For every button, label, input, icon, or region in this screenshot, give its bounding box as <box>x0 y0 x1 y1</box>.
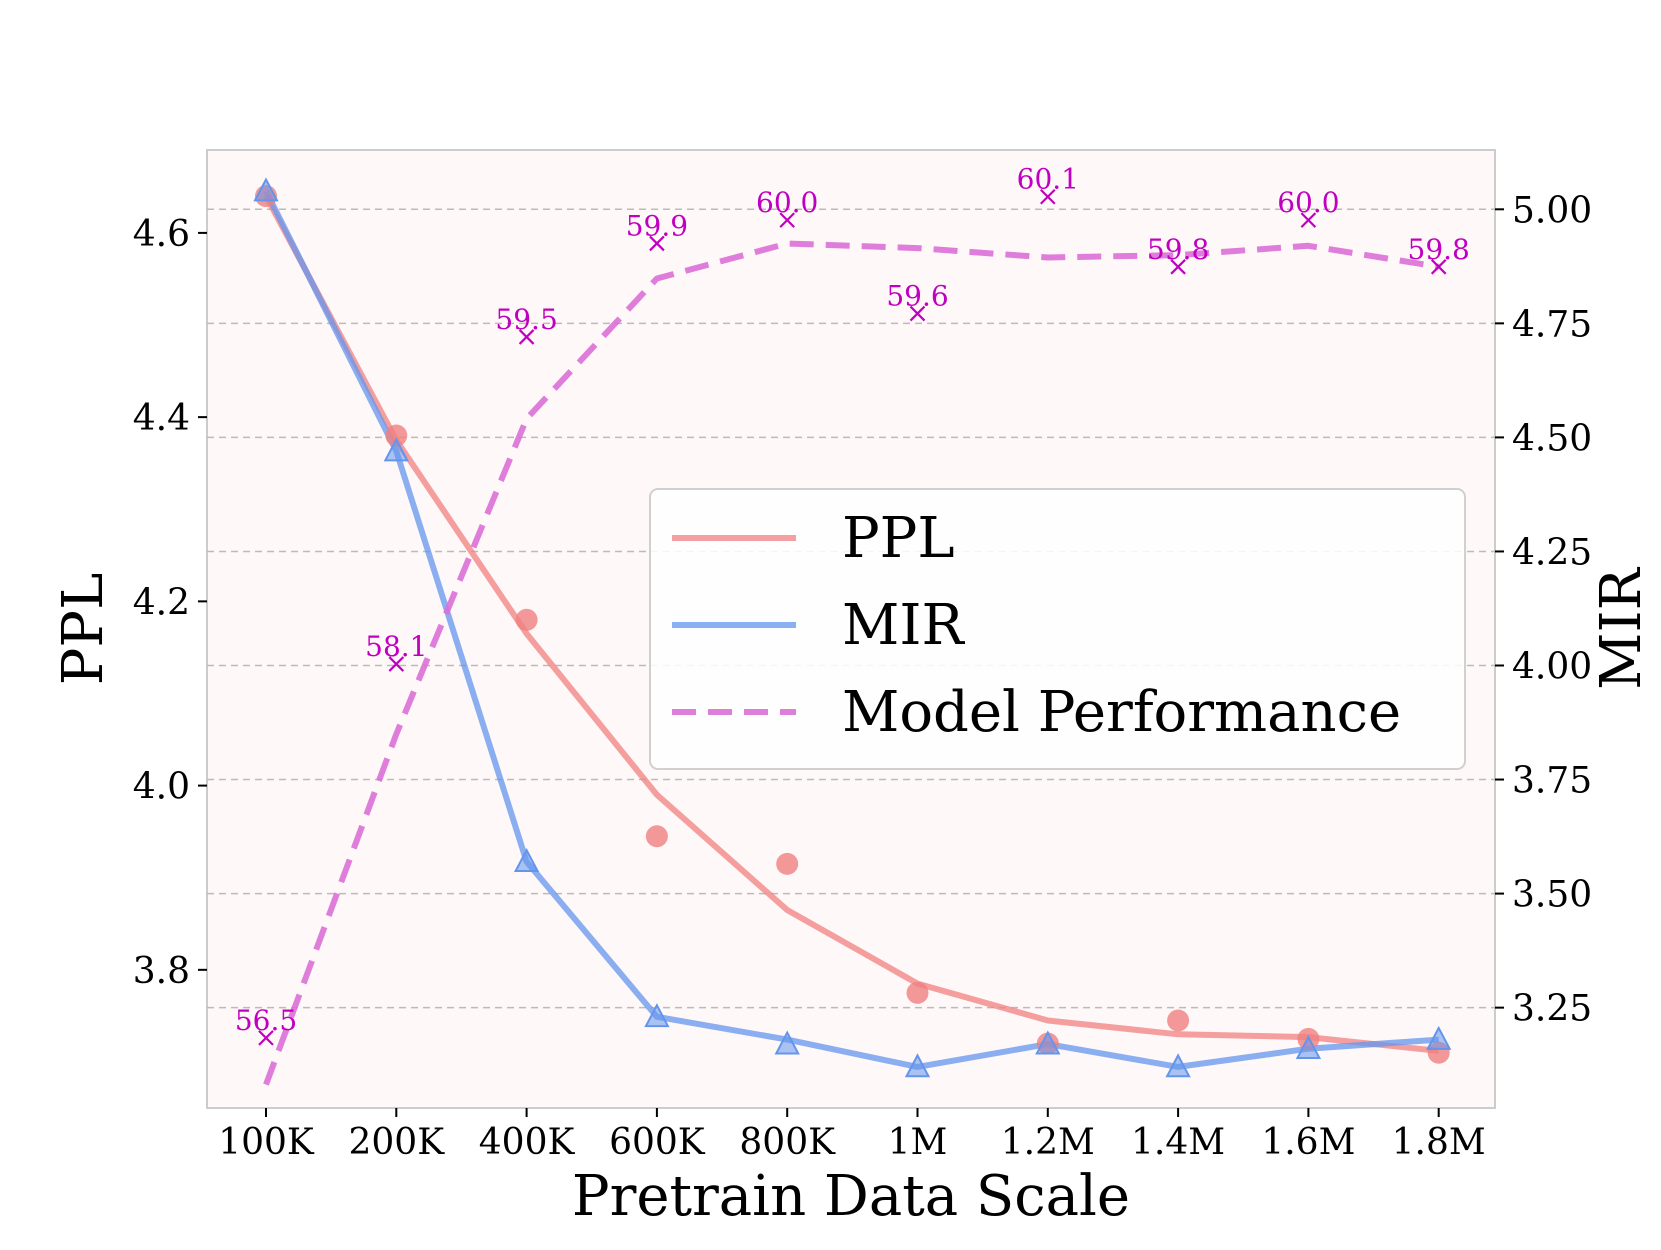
marker-layer <box>253 177 1452 1078</box>
ppl-point <box>776 852 799 875</box>
ppl-point <box>645 825 668 848</box>
ppl-point <box>1167 1009 1190 1032</box>
left-tick-label: 4.4 <box>133 398 190 439</box>
performance-x-stroke <box>518 329 535 345</box>
mir-point <box>644 1003 670 1028</box>
performance-value-label: 60.1 <box>1017 163 1079 196</box>
performance-x-stroke <box>258 1030 274 1046</box>
ppl-point <box>515 608 538 631</box>
x-tick-label: 1.6M <box>1261 1122 1355 1163</box>
performance-x-stroke <box>388 656 405 672</box>
right-axis-title: MIR <box>1589 566 1654 689</box>
left-tick-label: 3.8 <box>133 951 190 992</box>
left-tick-label: 4.0 <box>133 767 190 808</box>
performance-x-stroke <box>1430 259 1447 275</box>
performance-value-label: 56.5 <box>235 1004 297 1037</box>
left-tick-label: 4.6 <box>133 214 190 255</box>
x-tick-label: 1.8M <box>1392 1122 1486 1163</box>
performance-value-label: 59.8 <box>1408 233 1470 266</box>
mir-point <box>383 437 409 462</box>
right-tick-label: 5.00 <box>1512 190 1592 231</box>
performance-point <box>649 235 665 252</box>
performance-value-label: 59.9 <box>626 209 688 242</box>
x-tick-label: 800K <box>739 1122 836 1163</box>
legend-performance-label: Model Performance <box>842 680 1401 745</box>
mir-point <box>1426 1025 1452 1050</box>
x-tick-label: 400K <box>479 1122 576 1163</box>
x-tick-label: 600K <box>609 1122 706 1163</box>
mir-line <box>263 189 1439 1070</box>
x-axis-title: Pretrain Data Scale <box>572 1164 1130 1229</box>
performance-point <box>1040 188 1056 205</box>
right-tick-label: 3.25 <box>1512 989 1592 1030</box>
x-tick-label: 1.4M <box>1131 1122 1225 1163</box>
right-tick-label: 4.75 <box>1512 304 1592 345</box>
right-tick-label: 3.50 <box>1512 875 1592 916</box>
performance-x-stroke <box>649 235 665 252</box>
mir-point <box>904 1053 931 1078</box>
performance-point <box>518 329 535 345</box>
performance-value-label: 60.0 <box>1277 186 1339 219</box>
performance-point <box>388 656 405 672</box>
performance-point <box>1430 259 1447 275</box>
mir-point <box>513 847 540 873</box>
left-axis-title: PPL <box>51 573 116 686</box>
tick-layer: 3.8 4.0 4.2 4.4 4.6 3.25 3.50 3.75 4.00 4.25 4.50 4… <box>133 190 1592 1163</box>
ppl-point <box>906 981 929 1004</box>
mir-point <box>1295 1034 1322 1060</box>
x-tick-label: 100K <box>218 1122 315 1163</box>
left-tick-label: 4.2 <box>133 582 190 623</box>
legend-mir-label: MIR <box>842 593 965 658</box>
right-tick-label: 4.25 <box>1512 532 1592 573</box>
performance-point <box>258 1030 274 1046</box>
mir-point <box>1165 1053 1191 1078</box>
right-tick-label: 4.00 <box>1512 646 1592 687</box>
performance-x-stroke <box>779 212 795 228</box>
performance-value-label: 59.5 <box>495 303 557 336</box>
mir-point <box>253 177 279 202</box>
series-layer <box>263 189 1440 1086</box>
ppl-point <box>385 424 408 447</box>
performance-point <box>779 212 795 228</box>
performance-value-label: 59.8 <box>1147 233 1209 266</box>
x-tick-label: 1.2M <box>1001 1122 1095 1163</box>
x-tick-label: 200K <box>348 1122 445 1163</box>
performance-line <box>263 240 1440 1086</box>
performance-point <box>1300 212 1317 228</box>
legend-ppl-label: PPL <box>842 506 955 571</box>
performance-x-stroke <box>1170 259 1186 275</box>
legend-box <box>649 488 1466 770</box>
legend: PPL MIR Model Performance <box>649 488 1466 770</box>
mir-point <box>1035 1030 1061 1055</box>
annotation-layer: 56.5 58.1 59.5 59.9 60.0 59.6 60.1 59.8 60.0 59.8 <box>235 163 1470 1037</box>
performance-point <box>909 305 926 322</box>
right-tick-label: 3.75 <box>1512 761 1592 802</box>
performance-x-stroke <box>1040 188 1056 205</box>
right-tick-label: 4.50 <box>1512 418 1592 459</box>
performance-value-label: 59.6 <box>886 280 948 313</box>
performance-x-stroke <box>1300 212 1317 228</box>
performance-value-label: 58.1 <box>365 630 427 663</box>
performance-point <box>1170 259 1186 275</box>
x-tick-label: 1M <box>888 1122 948 1163</box>
performance-x-stroke <box>909 305 926 322</box>
performance-value-label: 60.0 <box>756 186 818 219</box>
ppl-line <box>263 194 1440 1054</box>
mir-point <box>774 1030 800 1055</box>
